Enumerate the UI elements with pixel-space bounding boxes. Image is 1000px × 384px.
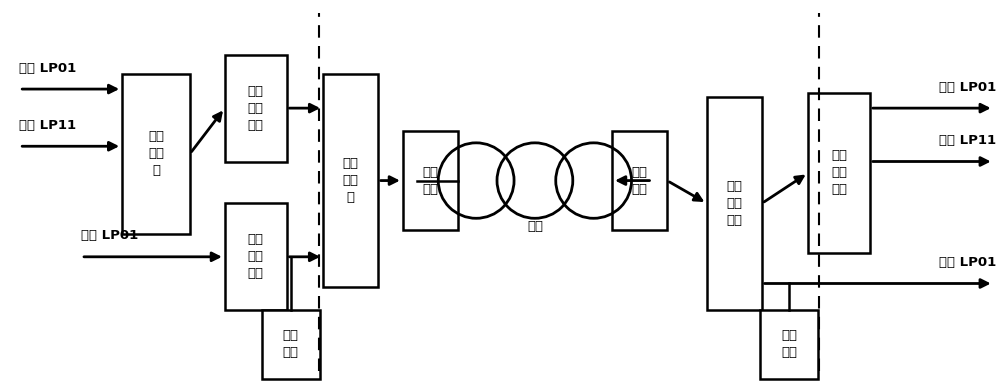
Bar [612,131,667,230]
Text: 模式
复用
器: 模式 复用 器 [148,131,164,177]
Text: 波分
复用
器: 波分 复用 器 [342,157,358,204]
Bar [122,74,190,234]
Text: 信号 LP11: 信号 LP11 [19,119,76,132]
Text: 波分
解复
用器: 波分 解复 用器 [726,180,742,227]
Bar [760,310,818,379]
Bar [262,310,320,379]
Text: 泵浦 LP01: 泵浦 LP01 [81,229,138,242]
Text: 样纤: 样纤 [527,220,543,233]
Text: 光隔
离器: 光隔 离器 [422,166,438,195]
Text: 光隔
离器: 光隔 离器 [632,166,648,195]
Text: 信号 LP01: 信号 LP01 [19,61,77,74]
Bar [225,204,287,310]
Text: 泵浦 LP01: 泵浦 LP01 [939,256,997,269]
Text: 信号 LP11: 信号 LP11 [939,134,997,147]
Text: 模式
解复
用器: 模式 解复 用器 [831,149,847,197]
Bar [707,97,762,310]
Bar [323,74,378,287]
Text: 光功
率计: 光功 率计 [283,329,299,359]
Text: 可调
光衰
减器: 可调 光衰 减器 [248,233,264,280]
Bar [225,55,287,162]
Text: 信号 LP01: 信号 LP01 [939,81,997,94]
Text: 可调
光衰
减器: 可调 光衰 减器 [248,84,264,132]
Bar [808,93,870,253]
Text: 光功
率计: 光功 率计 [781,329,797,359]
Bar [403,131,458,230]
